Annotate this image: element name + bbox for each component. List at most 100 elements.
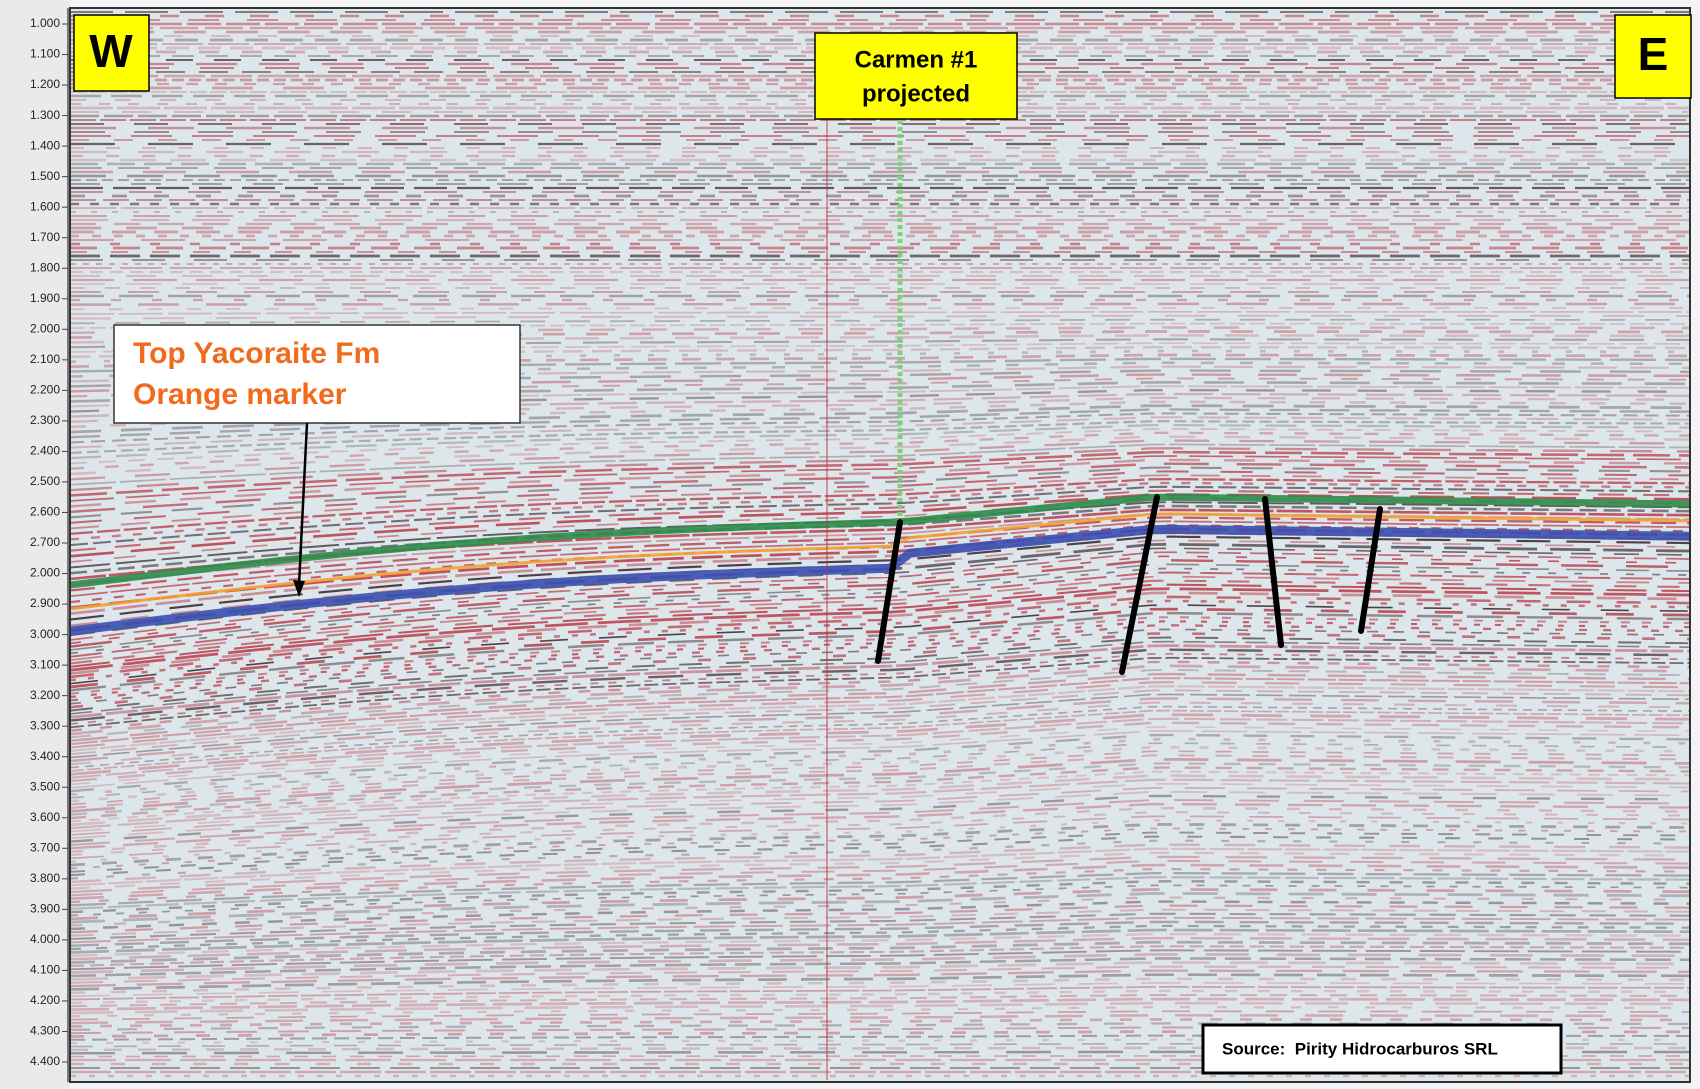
- tick-label: 2.000: [30, 321, 60, 335]
- reflector: [69, 835, 1691, 877]
- reflector: [69, 957, 1691, 978]
- reflector: [69, 1018, 1690, 1028]
- reflector: [69, 896, 1691, 927]
- reflector: [69, 408, 1691, 439]
- fault: [875, 519, 903, 664]
- reflector: [69, 1042, 1690, 1048]
- reflector: [69, 591, 1691, 675]
- fault: [1119, 494, 1160, 675]
- reflector: [69, 766, 1691, 820]
- faults: [875, 494, 1383, 675]
- reflector: [69, 559, 1691, 648]
- reflector: [69, 823, 1691, 867]
- reflector: [69, 567, 1691, 655]
- tick-label: 2.500: [30, 474, 60, 488]
- reflector: [69, 847, 1691, 887]
- reflector: [69, 713, 1691, 776]
- reflector: [69, 733, 1691, 793]
- horizon-label: Orange marker: [133, 378, 347, 411]
- reflectors: [69, 11, 1691, 1078]
- tick-label: 3.800: [30, 871, 60, 885]
- reflector: [69, 420, 1691, 454]
- reflector: [69, 778, 1691, 830]
- reflector: [69, 493, 1691, 558]
- reflector: [69, 1010, 1690, 1021]
- reflector: [69, 489, 1691, 552]
- section-border: [69, 7, 1691, 1083]
- reflector: [69, 912, 1691, 941]
- tick-label: 3.900: [30, 902, 60, 916]
- reflector: [69, 539, 1691, 627]
- tick-label: 1.600: [30, 199, 60, 213]
- reflector: [69, 859, 1691, 897]
- reflector: [69, 652, 1691, 725]
- reflector: [69, 880, 1690, 914]
- reflector: [69, 986, 1691, 1001]
- reflector: [69, 973, 1690, 991]
- reflector: [69, 1026, 1690, 1035]
- reflector: [69, 770, 1691, 823]
- east-label: E: [1638, 28, 1669, 80]
- horizon: [69, 524, 1691, 636]
- well-box: [814, 32, 1018, 120]
- reflector: [69, 412, 1691, 444]
- tick-label: 1.100: [30, 47, 60, 61]
- reflector: [69, 989, 1691, 1005]
- reflector: [69, 477, 1691, 536]
- well-label: projected: [862, 80, 970, 107]
- reflector: [69, 497, 1691, 563]
- reflector: [69, 388, 1691, 413]
- reflector: [69, 481, 1691, 541]
- tick-label: 1.900: [30, 291, 60, 305]
- reflector: [69, 965, 1690, 984]
- reflector: [69, 443, 1691, 486]
- reflector: [69, 474, 1691, 530]
- reflector: [69, 762, 1691, 816]
- reflector: [69, 981, 1690, 998]
- reflector: [69, 1022, 1690, 1031]
- reflector: [69, 993, 1691, 1008]
- reflector: [69, 450, 1691, 497]
- reflector: [69, 794, 1691, 843]
- reflector: [69, 400, 1691, 429]
- reflector: [69, 660, 1691, 732]
- horizon-arrow: [297, 422, 309, 586]
- tick-label: 1.200: [30, 77, 60, 91]
- reflector: [69, 961, 1690, 981]
- tick-label: 4.200: [30, 993, 60, 1007]
- reflector: [69, 819, 1691, 863]
- reflector: [69, 802, 1691, 850]
- tick-label: 3.300: [30, 718, 60, 732]
- tick-label: 4.400: [30, 1054, 60, 1068]
- reflector: [69, 455, 1691, 502]
- reflector: [69, 774, 1691, 827]
- reflector: [69, 790, 1691, 840]
- tick-label: 3.500: [30, 779, 60, 793]
- tick-label: 3.000: [30, 627, 60, 641]
- reflector: [69, 416, 1691, 449]
- reflector: [69, 758, 1691, 813]
- reflector: [69, 884, 1691, 917]
- well-label: Carmen #1: [855, 46, 978, 73]
- tick-label: 1.400: [30, 138, 60, 152]
- reflector: [69, 579, 1691, 665]
- reflector: [69, 969, 1690, 988]
- reflector: [69, 701, 1691, 766]
- reflector: [69, 908, 1691, 937]
- reflector: [69, 782, 1691, 833]
- reflector: [69, 644, 1691, 719]
- reflector: [69, 945, 1691, 967]
- reflector: [69, 717, 1691, 779]
- reflector: [69, 524, 1691, 604]
- tick-label: 2.900: [30, 596, 60, 610]
- tick-label: 2.300: [30, 413, 60, 427]
- tick-label: 3.600: [30, 810, 60, 824]
- west-box: [73, 14, 150, 92]
- time-axis: 1.000 1.100 1.200 1.300 1.400 1.500 1.600 1.700…: [30, 16, 68, 1068]
- reflector: [69, 892, 1691, 924]
- reflector: [69, 916, 1691, 944]
- west-label: W: [89, 25, 133, 77]
- reflector: [69, 357, 1691, 373]
- reflector: [69, 1014, 1690, 1025]
- reflector: [69, 876, 1691, 910]
